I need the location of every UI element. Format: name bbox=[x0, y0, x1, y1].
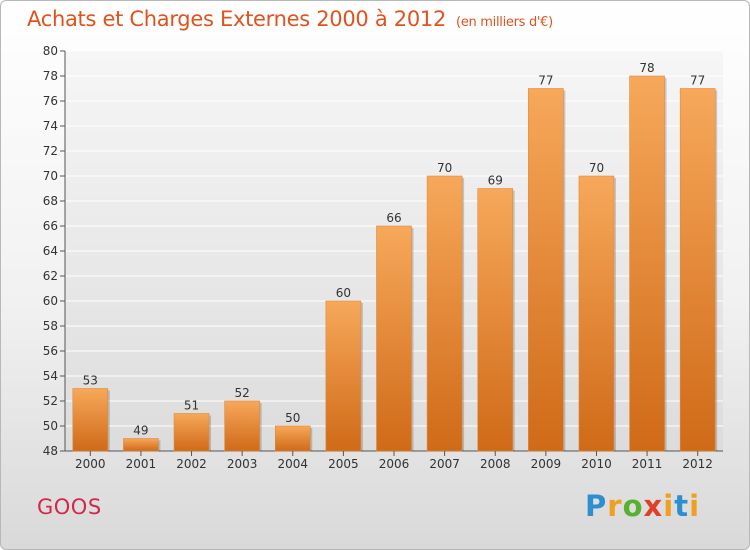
value-label: 49 bbox=[133, 424, 148, 438]
y-tick-label: 54 bbox=[43, 369, 58, 383]
y-tick-label: 56 bbox=[43, 344, 58, 358]
y-tick-label: 70 bbox=[43, 169, 58, 183]
value-label: 53 bbox=[83, 374, 98, 388]
y-tick-label: 52 bbox=[43, 394, 58, 408]
proxiti-logo: Proxiti bbox=[585, 489, 701, 523]
value-label: 60 bbox=[336, 286, 351, 300]
value-label: 50 bbox=[285, 411, 300, 425]
y-tick-label: 78 bbox=[43, 69, 58, 83]
bar-2005 bbox=[325, 300, 362, 452]
y-tick-label: 80 bbox=[43, 44, 58, 58]
x-tick-label: 2011 bbox=[632, 457, 663, 471]
x-tick-label: 2002 bbox=[176, 457, 207, 471]
x-tick-label: 2006 bbox=[379, 457, 410, 471]
y-tick-label: 58 bbox=[43, 319, 58, 333]
y-tick-label: 66 bbox=[43, 219, 58, 233]
value-label: 77 bbox=[538, 74, 553, 88]
bar-2010 bbox=[578, 175, 615, 452]
value-label: 51 bbox=[184, 399, 199, 413]
y-tick-label: 68 bbox=[43, 194, 58, 208]
value-label: 69 bbox=[488, 174, 503, 188]
bar-2007 bbox=[426, 175, 463, 452]
x-tick-label: 2010 bbox=[581, 457, 612, 471]
y-tick-label: 50 bbox=[43, 419, 58, 433]
y-tick-label: 64 bbox=[43, 244, 58, 258]
chart-unit: (en milliers d'€) bbox=[456, 15, 553, 30]
bar-2001 bbox=[123, 438, 159, 452]
value-label: 66 bbox=[386, 211, 401, 225]
x-tick-label: 2004 bbox=[277, 457, 308, 471]
commune-name: GOOS bbox=[37, 495, 102, 519]
y-tick-label: 62 bbox=[43, 269, 58, 283]
bar-2009 bbox=[528, 88, 564, 452]
y-tick-label: 60 bbox=[43, 294, 58, 308]
y-tick-label: 48 bbox=[43, 444, 58, 458]
x-tick-label: 2003 bbox=[227, 457, 258, 471]
x-tick-label: 2008 bbox=[480, 457, 511, 471]
bar-2004 bbox=[274, 425, 311, 452]
bar-2008 bbox=[477, 188, 514, 452]
x-tick-label: 2007 bbox=[429, 457, 460, 471]
bar-2012 bbox=[679, 88, 716, 452]
bar-2000 bbox=[72, 388, 109, 452]
bar-2003 bbox=[224, 400, 260, 452]
x-tick-label: 2009 bbox=[531, 457, 562, 471]
value-label: 70 bbox=[437, 161, 452, 175]
y-tick-label: 74 bbox=[43, 119, 58, 133]
chart-title: Achats et Charges Externes 2000 à 2012 (e… bbox=[27, 7, 553, 31]
x-tick-label: 2005 bbox=[328, 457, 359, 471]
bar-2011 bbox=[629, 75, 665, 452]
value-label: 77 bbox=[690, 74, 705, 88]
bar-2002 bbox=[173, 413, 210, 452]
x-tick-label: 2000 bbox=[75, 457, 106, 471]
value-label: 78 bbox=[639, 61, 654, 75]
chart-title-text: Achats et Charges Externes 2000 à 2012 bbox=[27, 7, 447, 31]
value-label: 70 bbox=[589, 161, 604, 175]
x-tick-label: 2001 bbox=[126, 457, 157, 471]
bar-2006 bbox=[376, 225, 412, 452]
y-tick-label: 76 bbox=[43, 94, 58, 108]
value-label: 52 bbox=[235, 386, 250, 400]
x-tick-label: 2012 bbox=[682, 457, 713, 471]
y-tick-label: 72 bbox=[43, 144, 58, 158]
